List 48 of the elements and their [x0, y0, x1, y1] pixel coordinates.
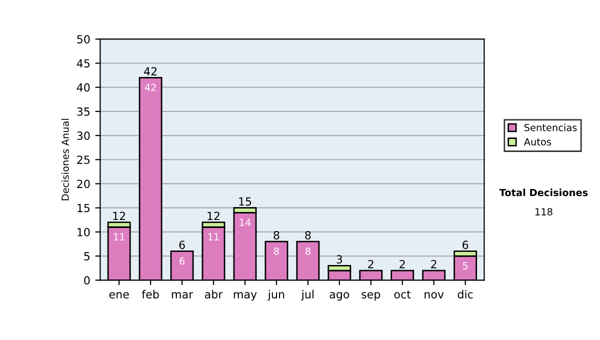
text: 118 [536, 208, 552, 216]
x-tick-label: nov [424, 292, 444, 298]
y-tick-label: 20 [77, 180, 90, 188]
data-label: 14 [240, 218, 251, 226]
x-tick-label: jul [301, 290, 314, 301]
x-tick-label: feb [142, 290, 159, 298]
data-label: 5 [462, 262, 468, 270]
x-tick-label: jun [268, 290, 284, 301]
y-tick-label: 5 [84, 252, 90, 260]
x-tick-label: abr [204, 290, 223, 298]
total-label: 15 [239, 197, 252, 206]
total-label: 12 [208, 212, 220, 220]
data-label: 8 [274, 248, 279, 255]
x-tick-label: dic [458, 290, 473, 298]
total-label: 2 [368, 260, 374, 268]
legend-label: Autos [524, 138, 552, 146]
total-label: 3 [336, 255, 342, 264]
x-tick-label: oct [394, 290, 411, 298]
data-label: 11 [114, 233, 124, 240]
y-tick-label: 35 [77, 107, 90, 116]
x-tick-label: ago [330, 292, 350, 301]
legend-label: Sentencias [524, 124, 577, 132]
y-tick-label: 30 [77, 132, 90, 140]
total-label: 8 [305, 231, 311, 240]
data-label: 6 [180, 257, 185, 265]
text: Total Decisiones [499, 188, 588, 196]
x-tick-label: mar [172, 292, 194, 298]
total-label: 2 [400, 260, 405, 268]
y-tick-label: 50 [77, 35, 90, 44]
total-label: 6 [462, 240, 468, 250]
data-label: 42 [144, 84, 156, 91]
y-tick-label: 10 [78, 228, 90, 236]
y-tick-label: 25 [77, 156, 90, 164]
data-label: 11 [208, 233, 219, 240]
y-tick-label: 0 [84, 276, 90, 285]
total-label: 12 [113, 212, 126, 220]
total-label: 42 [144, 67, 157, 76]
data-label: 8 [306, 248, 310, 255]
total-label: 8 [274, 231, 280, 240]
total-label: 2 [431, 260, 436, 268]
y-tick-label: 45 [76, 59, 90, 68]
x-tick-label: ene [109, 292, 129, 298]
x-tick-label: sep [362, 292, 380, 301]
y-axis-title: Decisiones Anual [61, 118, 69, 200]
total-label: 6 [179, 240, 185, 250]
x-tick-label: may [234, 292, 257, 301]
y-tick-label: 40 [76, 83, 90, 92]
y-tick-label: 15 [78, 204, 90, 212]
